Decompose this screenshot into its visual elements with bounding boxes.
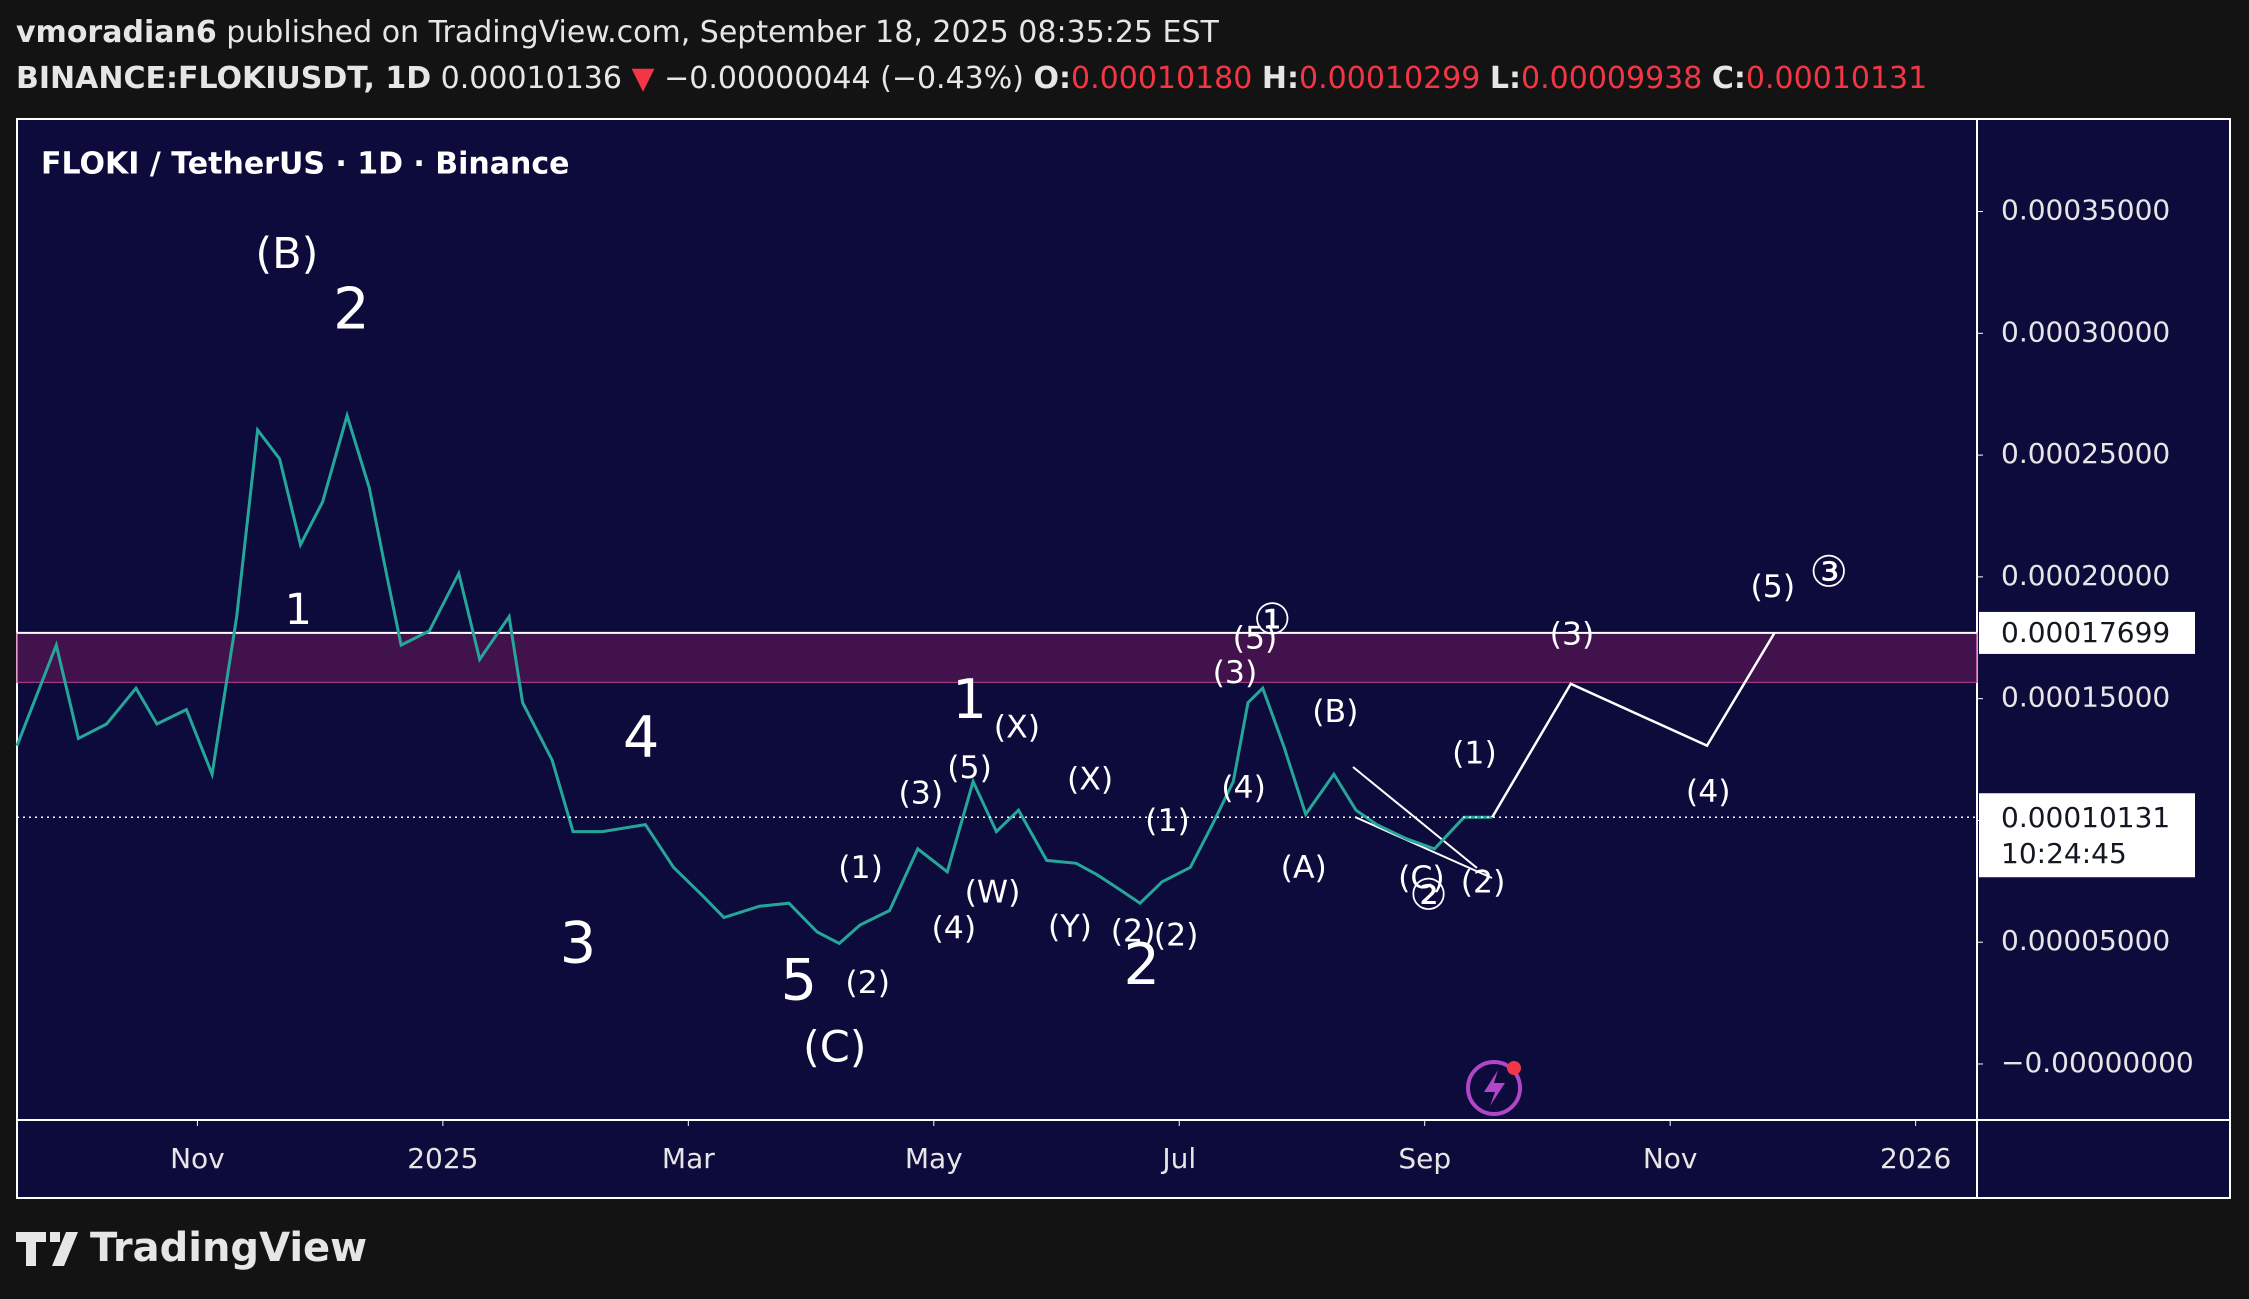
x-tick-label: Nov: [170, 1142, 225, 1175]
level-label: 0.00017699: [2001, 616, 2170, 649]
wave-label: 1: [285, 585, 312, 635]
c-label: C:: [1711, 61, 1746, 96]
arrow: ▼: [631, 61, 655, 96]
last: 0.00010136: [440, 61, 622, 96]
wave-label: (3): [1213, 655, 1258, 691]
wave-label: (2): [845, 965, 890, 1001]
low: 0.00009938: [1521, 61, 1703, 96]
wave-label: (B): [255, 229, 318, 279]
wave-label: ③: [1809, 548, 1848, 598]
wave-label: (C): [803, 1022, 867, 1072]
x-tick-label: Sep: [1398, 1142, 1451, 1175]
price-line: [15, 410, 1493, 946]
header: vmoradian6 published on TradingView.com,…: [16, 10, 1927, 102]
y-tick-label: 0.00035000: [2001, 194, 2170, 227]
wave-label: (B): [1312, 694, 1358, 730]
wedge-line: [1354, 816, 1493, 879]
wave-label: ②: [1409, 870, 1448, 920]
wave-label: (3): [898, 776, 943, 812]
y-tick-label: 0.00020000: [2001, 559, 2170, 592]
y-tick-label: 0.00030000: [2001, 315, 2170, 348]
current-price-box: [1979, 793, 2195, 878]
wave-label: (Y): [1048, 909, 1092, 945]
x-tick-label: Nov: [1643, 1142, 1698, 1175]
quote-line: BINANCE:FLOKIUSDT, 1D 0.00010136 ▼ −0.00…: [16, 56, 1927, 102]
wave-label: (2): [1154, 918, 1199, 954]
logo-mark: [16, 1232, 78, 1266]
publish-line: vmoradian6 published on TradingView.com,…: [16, 10, 1927, 56]
wave-label: (1): [1145, 803, 1190, 839]
alert-ring: [1466, 1060, 1522, 1116]
close: 0.00010131: [1745, 61, 1928, 96]
published: published on TradingView.com, September …: [226, 15, 1219, 50]
chart-title: FLOKI / TetherUS · 1D · Binance: [41, 147, 570, 182]
o-label: O:: [1033, 61, 1072, 96]
publisher: vmoradian6: [16, 15, 217, 50]
wave-label: 2: [1123, 931, 1160, 998]
alert-icon: [1466, 1060, 1522, 1116]
current-price-label: 0.00010131: [2001, 801, 2170, 834]
high: 0.00010299: [1299, 61, 1481, 96]
wave-label: (2): [1111, 913, 1156, 949]
x-tick-label: Jul: [1160, 1142, 1196, 1175]
level-box: [1979, 611, 2195, 654]
projection: [1491, 632, 1776, 818]
countdown: 10:24:45: [2001, 837, 2127, 870]
y-tick-label: 0.00015000: [2001, 681, 2170, 714]
h-label: H:: [1261, 61, 1300, 96]
wave-label: 5: [781, 947, 818, 1014]
logo-text: TradingView: [90, 1225, 367, 1271]
wave-label: (1): [838, 850, 883, 886]
wave-label: 2: [333, 275, 370, 342]
y-tick-label: 0.00025000: [2001, 437, 2170, 470]
wave-label: (W): [965, 875, 1021, 911]
x-tick-label: 2026: [1880, 1142, 1951, 1175]
wave-label: (A): [1281, 850, 1327, 886]
logo: TradingView: [16, 1225, 367, 1271]
wave-label: (X): [1067, 761, 1113, 797]
wave-label: (1): [1452, 735, 1497, 771]
l-label: L:: [1489, 61, 1522, 96]
x-tick-label: Mar: [662, 1142, 715, 1175]
wave-label: (3): [1550, 616, 1595, 652]
alert-dot: [1507, 1061, 1521, 1075]
y-tick-label: −0.00000000: [2001, 1046, 2194, 1079]
y-tick-label: 0.00005000: [2001, 924, 2170, 957]
wave-label: (4): [1686, 774, 1731, 810]
zone: [16, 632, 1978, 683]
wave-label: ①: [1253, 595, 1292, 645]
wave-label: (4): [931, 910, 976, 946]
wave-label: (C): [1398, 860, 1445, 896]
wave-label: 4: [623, 704, 660, 771]
alert-bolt: [1484, 1070, 1505, 1106]
symbol: BINANCE:FLOKIUSDT, 1D: [16, 61, 432, 96]
x-tick-label: May: [905, 1142, 963, 1175]
wave-label: 1: [952, 667, 987, 731]
wave-label: (4): [1221, 770, 1266, 806]
wave-label: (5): [1750, 569, 1795, 605]
wave-label: (X): [994, 710, 1040, 746]
change: −0.00000044 (−0.43%): [664, 61, 1024, 96]
wave-label: (5): [947, 750, 992, 786]
wave-label: (2): [1461, 865, 1506, 901]
wave-label: (5): [1233, 621, 1278, 657]
wave-label: 3: [560, 909, 597, 976]
open: 0.00010180: [1071, 61, 1253, 96]
x-tick-label: 2025: [407, 1142, 478, 1175]
